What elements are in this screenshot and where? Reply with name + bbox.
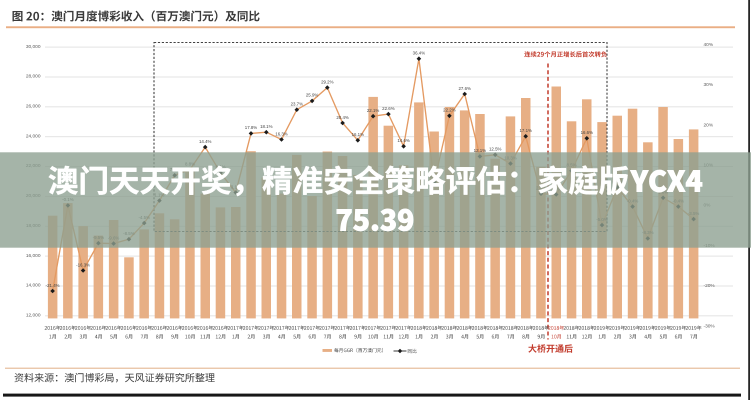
svg-text:16.3%: 16.3% — [275, 131, 288, 136]
svg-text:22.6%: 22.6% — [382, 106, 395, 111]
svg-text:12,000: 12,000 — [26, 313, 41, 319]
svg-text:22.2%: 22.2% — [443, 108, 456, 113]
svg-text:28,000: 28,000 — [26, 74, 41, 80]
svg-text:22.1%: 22.1% — [367, 108, 380, 113]
svg-text:12.5%: 12.5% — [489, 147, 502, 152]
svg-text:24,000: 24,000 — [26, 133, 41, 139]
svg-text:30%: 30% — [704, 82, 714, 88]
svg-text:20%: 20% — [704, 122, 714, 128]
svg-text:27.6%: 27.6% — [458, 86, 471, 91]
svg-text:-30%: -30% — [704, 323, 716, 329]
svg-text:30,000: 30,000 — [26, 44, 41, 50]
svg-text:36.4%: 36.4% — [413, 51, 426, 56]
svg-text:20.4%: 20.4% — [336, 115, 349, 120]
svg-text:23.7%: 23.7% — [291, 102, 304, 107]
svg-text:17.1%: 17.1% — [519, 128, 532, 133]
svg-text:29.2%: 29.2% — [321, 79, 334, 84]
svg-text:16.6%: 16.6% — [581, 130, 594, 135]
svg-text:18.1%: 18.1% — [260, 124, 273, 129]
svg-text:12.1%: 12.1% — [474, 148, 487, 153]
svg-text:16,000: 16,000 — [26, 253, 41, 259]
svg-text:-16.3%: -16.3% — [76, 262, 90, 267]
svg-text:-20%: -20% — [704, 283, 716, 289]
svg-text:16.1%: 16.1% — [352, 132, 365, 137]
svg-text:-21.4%: -21.4% — [46, 283, 60, 288]
svg-text:14.6%: 14.6% — [397, 138, 410, 143]
svg-text:40%: 40% — [704, 42, 714, 48]
svg-text:26,000: 26,000 — [26, 104, 41, 110]
svg-text:17.8%: 17.8% — [245, 125, 258, 130]
svg-text:14.4%: 14.4% — [199, 139, 212, 144]
svg-text:14,000: 14,000 — [26, 283, 41, 289]
svg-text:25.9%: 25.9% — [306, 93, 319, 98]
